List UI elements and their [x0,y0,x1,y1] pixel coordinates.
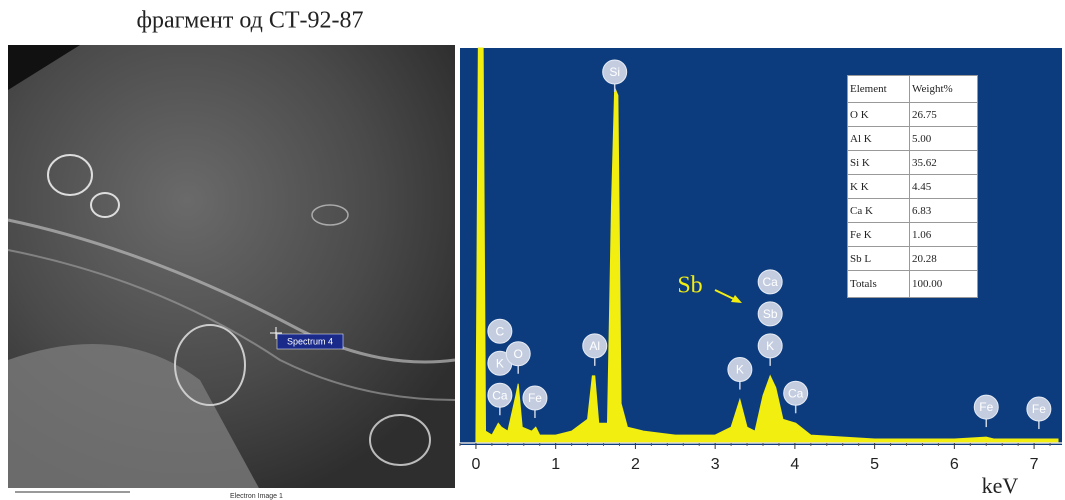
peak-label: Ca [788,386,804,400]
peak-label: K [496,356,504,370]
peak-label: Sb [763,307,778,321]
table-cell: 35.62 [910,151,978,175]
x-tick-label: 3 [711,456,720,473]
table-cell: Al K [848,127,910,151]
table-cell: 26.75 [910,103,978,127]
figure-title: фрагмент од СТ-92-87 [136,8,363,34]
x-tick-label: 5 [870,456,879,473]
x-tick-label: 6 [950,456,959,473]
x-tick-label: 0 [471,456,480,473]
x-tick-label: 4 [790,456,799,473]
table-cell: Weight% [910,76,978,103]
table-cell: 6.83 [910,199,978,223]
peak-label: K [736,363,744,377]
peak-label: O [514,347,523,361]
table-cell: 4.45 [910,175,978,199]
peak-label: Fe [528,391,542,405]
image-caption: Electron Image 1 [230,493,283,500]
table-cell: Ca K [848,199,910,223]
peak-label: C [496,324,505,338]
table-cell: 20.28 [910,247,978,271]
x-axis-label: keV [982,473,1019,498]
table-cell: 1.06 [910,223,978,247]
x-tick-label: 1 [551,456,560,473]
table-cell: 5.00 [910,127,978,151]
table-cell: K K [848,175,910,199]
annotation: Sb [677,273,702,299]
table-cell: Fe K [848,223,910,247]
page: {"title": "фрагмент од СТ-92-87", "sem_i… [0,0,1065,500]
table-cell: Element [848,76,910,103]
peak-label: Al [589,339,600,353]
peak-label: Ca [492,388,508,402]
spectrum-marker: Spectrum 4 [287,336,333,346]
table-cell: 100.00 [910,271,978,298]
peak-label: Fe [1032,402,1046,416]
table-cell: Si K [848,151,910,175]
peak-label: Si [609,65,620,79]
peak-label: Fe [979,400,993,414]
sem-image: Electron Image 1 Spectrum 4 [8,45,455,500]
table-cell: O K [848,103,910,127]
peak-label: K [766,339,774,353]
x-tick-label: 7 [1030,456,1039,473]
table-cell: Totals [848,271,910,298]
x-tick-label: 2 [631,456,640,473]
table-cell: Sb L [848,247,910,271]
peak-label: Ca [762,275,778,289]
